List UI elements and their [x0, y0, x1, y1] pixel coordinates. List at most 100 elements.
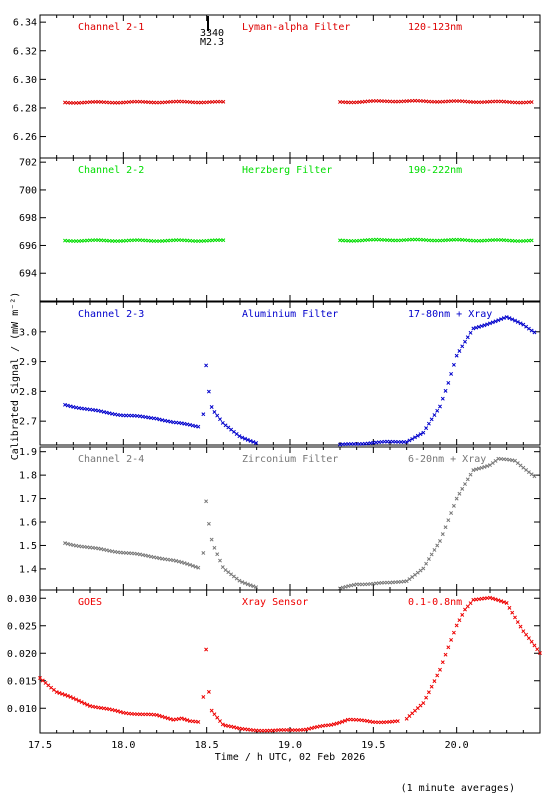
- data-point: [309, 726, 314, 731]
- data-point: [521, 322, 526, 327]
- data-point: [513, 615, 517, 620]
- data-point: [82, 701, 87, 706]
- data-point: [446, 518, 451, 523]
- y-tick-label: 6.30: [13, 75, 37, 86]
- y-tick-label: 700: [19, 185, 37, 196]
- data-point: [240, 580, 245, 585]
- data-point: [104, 410, 109, 415]
- data-point: [135, 551, 140, 556]
- x-tick-label: 18.5: [195, 740, 219, 751]
- data-point: [368, 719, 372, 724]
- data-point: [432, 679, 437, 684]
- data-point: [185, 718, 190, 723]
- data-point: [471, 326, 476, 331]
- data-point: [457, 491, 462, 496]
- data-point: [507, 316, 512, 321]
- data-point: [165, 716, 170, 721]
- data-point: [526, 326, 531, 331]
- data-point: [443, 525, 448, 530]
- data-point: [421, 701, 426, 705]
- data-point: [193, 424, 198, 429]
- data-point: [407, 438, 412, 443]
- data-point: [57, 691, 62, 695]
- series-points: [63, 237, 534, 244]
- data-point: [488, 595, 492, 600]
- data-point: [306, 726, 311, 731]
- panel-label: Channel 2-4: [78, 454, 144, 465]
- data-point: [157, 713, 162, 718]
- data-point: [429, 684, 434, 689]
- data-point: [93, 408, 98, 413]
- panel-label: Channel 2-2: [78, 165, 144, 176]
- data-point: [113, 412, 117, 417]
- data-point: [154, 555, 159, 560]
- data-point: [185, 561, 190, 566]
- y-tick-label: 1.6: [19, 518, 37, 529]
- series-points: [63, 456, 537, 591]
- data-point: [151, 555, 156, 560]
- data-point: [160, 714, 165, 719]
- data-point: [315, 724, 320, 729]
- data-point: [190, 423, 195, 428]
- data-point: [471, 468, 476, 473]
- data-point: [107, 548, 112, 553]
- panel-label: 120-123nm: [408, 22, 462, 33]
- y-tick-label: 0.015: [7, 676, 37, 687]
- data-point: [190, 563, 195, 568]
- data-point: [157, 417, 162, 422]
- data-point: [515, 319, 520, 324]
- data-point: [496, 318, 501, 323]
- data-point: [104, 548, 109, 553]
- panel-label: 190-222nm: [408, 165, 462, 176]
- data-point: [526, 636, 531, 641]
- data-point: [421, 430, 426, 435]
- data-point: [529, 238, 534, 243]
- y-tick-label: 0.025: [7, 621, 37, 632]
- data-point: [413, 708, 417, 713]
- x-tick-label: 19.0: [278, 740, 302, 751]
- data-point: [421, 566, 426, 571]
- data-point: [457, 349, 462, 353]
- data-point: [460, 344, 465, 349]
- y-tick-label: 2.9: [19, 357, 37, 368]
- data-point: [240, 435, 245, 440]
- data-point: [182, 421, 187, 426]
- data-point: [418, 703, 423, 708]
- data-point: [237, 578, 242, 583]
- data-point: [68, 404, 73, 409]
- data-point: [362, 718, 367, 723]
- y-tick-label: 1.7: [19, 494, 37, 505]
- data-point: [463, 482, 467, 487]
- data-point: [163, 715, 167, 720]
- series-points: [63, 315, 537, 447]
- data-point: [424, 561, 429, 566]
- data-point: [365, 719, 370, 723]
- data-point: [179, 421, 184, 426]
- data-point: [140, 552, 145, 557]
- data-point: [435, 408, 440, 413]
- data-point: [168, 419, 173, 424]
- data-point: [349, 583, 354, 588]
- y-tick-label: 3.0: [19, 327, 37, 338]
- data-point: [435, 673, 440, 678]
- data-point: [74, 543, 79, 548]
- data-point: [454, 353, 459, 358]
- data-point: [524, 632, 529, 637]
- data-point: [418, 432, 423, 437]
- data-point: [220, 722, 225, 727]
- data-point: [76, 698, 81, 703]
- data-point: [248, 583, 253, 588]
- panel-frame: [39, 157, 541, 302]
- data-point: [206, 689, 211, 694]
- data-point: [410, 711, 415, 716]
- data-point: [479, 324, 484, 329]
- data-point: [65, 693, 70, 698]
- data-point: [143, 553, 148, 558]
- data-point: [110, 707, 115, 712]
- data-point: [529, 639, 534, 644]
- data-point: [404, 579, 409, 584]
- data-point: [465, 335, 470, 340]
- data-point: [426, 557, 431, 562]
- data-point: [460, 612, 465, 617]
